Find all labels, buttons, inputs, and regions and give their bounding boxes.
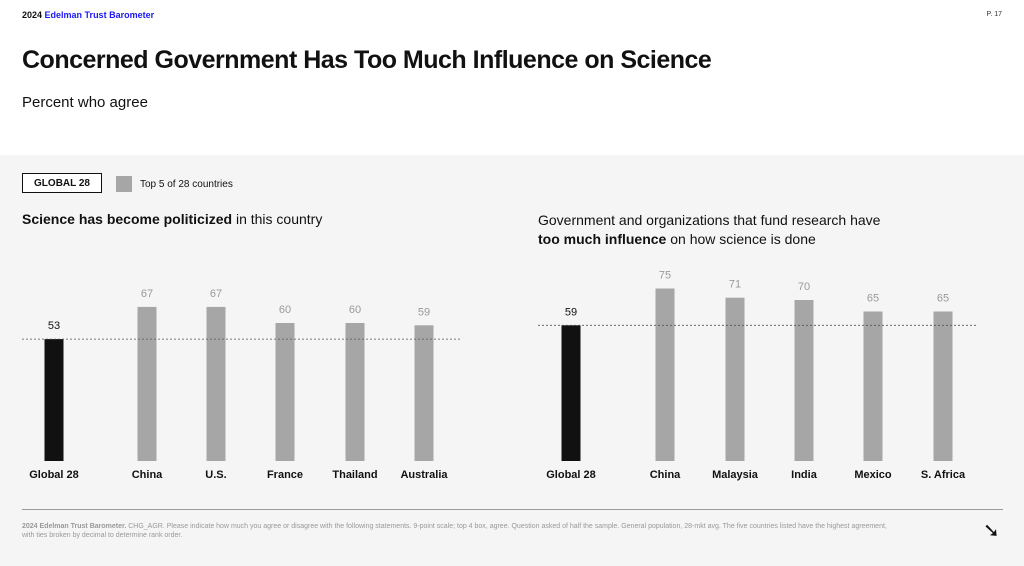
category-label: China [650, 469, 681, 481]
data-label: 67 [141, 288, 153, 300]
bar-france [275, 323, 295, 461]
data-label: 67 [210, 288, 222, 300]
legend-label: Top 5 of 28 countries [140, 179, 233, 190]
category-label: Australia [400, 469, 448, 481]
category-label: U.S. [205, 469, 226, 481]
chart2-title-line1: Government and organizations that fund r… [538, 212, 881, 228]
brand-logo: 2024 Edelman Trust Barometer [22, 10, 154, 20]
data-label: 59 [565, 306, 577, 318]
bar-global-28 [561, 325, 581, 461]
category-label: Global 28 [546, 469, 596, 481]
chart2-title: Government and organizations that fund r… [538, 211, 880, 249]
category-label: China [132, 469, 163, 481]
page-subtitle: Percent who agree [22, 94, 148, 111]
data-label: 71 [729, 279, 741, 291]
category-label: India [791, 469, 818, 481]
bar-india [794, 300, 814, 461]
data-label: 70 [798, 281, 810, 293]
bar-global-28 [44, 339, 64, 461]
category-label: S. Africa [921, 469, 966, 481]
category-label: Global 28 [29, 469, 79, 481]
data-label: 60 [349, 304, 361, 316]
data-label: 75 [659, 270, 671, 282]
data-label: 53 [48, 320, 60, 332]
data-label: 65 [937, 293, 949, 305]
data-label: 60 [279, 304, 291, 316]
bar-thailand [345, 323, 365, 461]
category-label: Malaysia [712, 469, 759, 481]
chart1-title-bold: Science has become politicized [22, 211, 233, 227]
bar-china [137, 306, 157, 461]
chart2-title-bold: too much influence [538, 231, 667, 247]
footer-divider [22, 509, 1003, 510]
legend-global-badge: GLOBAL 28 [22, 173, 102, 193]
bar-u-s- [206, 306, 226, 461]
page-number: P. 17 [986, 11, 1002, 18]
bar-china [655, 288, 675, 461]
category-label: France [267, 469, 303, 481]
footer-source-text: CHG_AGR. Please indicate how much you ag… [22, 523, 887, 539]
footer-source-bold: 2024 Edelman Trust Barometer. [22, 523, 127, 530]
bar-s-africa [933, 311, 953, 461]
bar-mexico [863, 311, 883, 461]
chart1-title-rest: in this country [232, 211, 323, 227]
bar-australia [414, 325, 434, 461]
data-label: 59 [418, 306, 430, 318]
chart-panel [0, 155, 1024, 566]
bar-malaysia [725, 297, 745, 461]
brand-year: 2024 [22, 10, 43, 20]
data-label: 65 [867, 293, 879, 305]
legend-swatch [116, 176, 132, 192]
page-title: Concerned Government Has Too Much Influe… [22, 46, 712, 74]
footer-source: 2024 Edelman Trust Barometer. CHG_AGR. P… [22, 522, 892, 540]
brand-name: Edelman Trust Barometer [44, 10, 155, 20]
next-arrow-icon[interactable]: ➘ [983, 520, 1000, 542]
chart1-title: Science has become politicized in this c… [22, 210, 322, 229]
chart2-title-rest: on how science is done [666, 231, 816, 247]
category-label: Mexico [854, 469, 892, 481]
category-label: Thailand [332, 469, 377, 481]
